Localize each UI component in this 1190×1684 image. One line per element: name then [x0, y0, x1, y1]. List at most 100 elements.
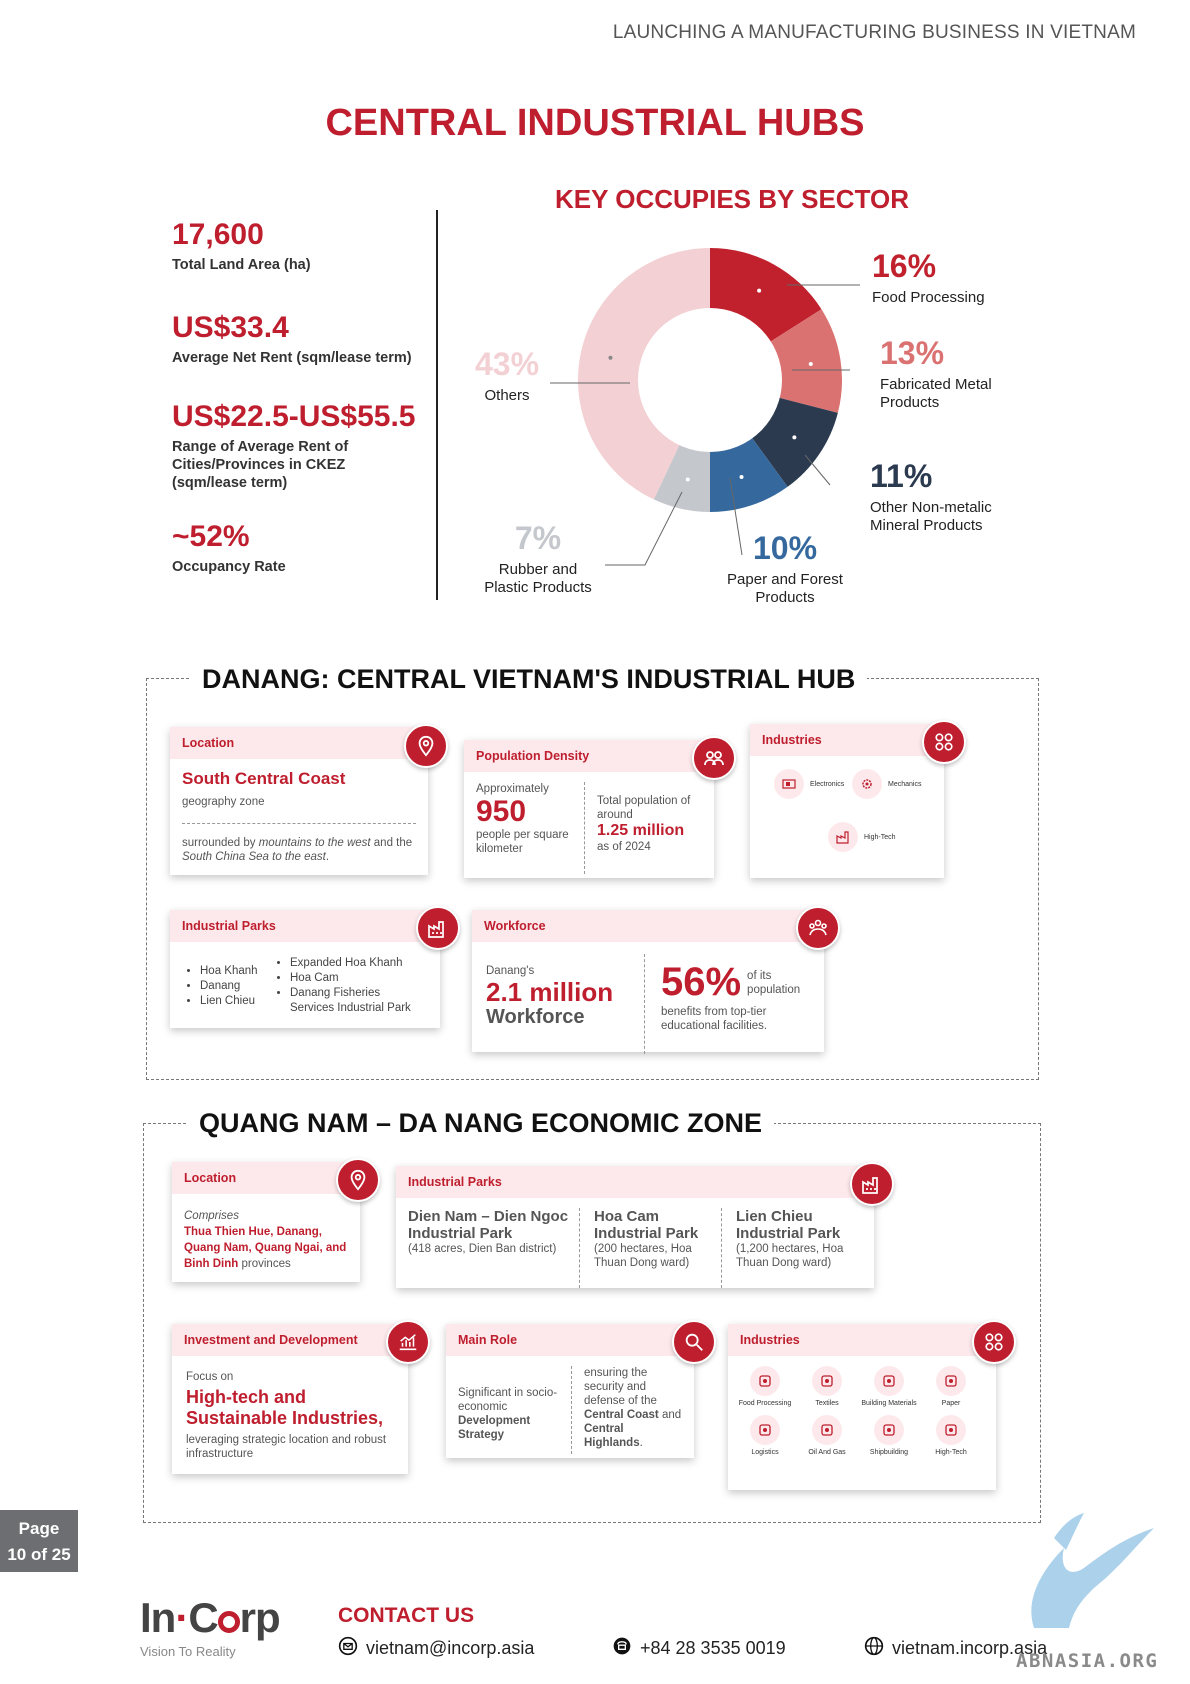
industry-label: Building Materials: [861, 1400, 917, 1407]
slice-label-others: 43% Others: [462, 346, 552, 405]
stat-value: 17,600: [172, 218, 264, 251]
location-sub: geography zone: [182, 796, 265, 808]
slice-label-rubber: 7% Rubber and Plastic Products: [478, 520, 598, 597]
industry-mechanics: Mechanics: [852, 769, 921, 799]
industry-icon: [936, 1366, 966, 1396]
industry-label: Food Processing: [738, 1400, 792, 1407]
logo-tagline: Vision To Reality: [140, 1644, 236, 1659]
danang-population-card: Population Density Approximately 950 peo…: [464, 740, 714, 878]
qndn-parks-card: Industrial Parks Dien Nam – Dien Ngoc In…: [396, 1166, 874, 1288]
industries-grid-icon: [922, 720, 966, 764]
card-heading: Main Role: [446, 1324, 694, 1356]
card-heading: Location: [172, 1162, 360, 1194]
workforce-note: benefits from top-tier educational facil…: [660, 1006, 768, 1032]
industries-grid: Food Processing Textiles Building Material…: [728, 1356, 996, 1456]
phone-text[interactable]: +84 28 3535 0019: [640, 1638, 786, 1658]
email-text[interactable]: vietnam@incorp.asia: [366, 1638, 535, 1658]
park-list-item: Lien Chieu: [200, 994, 278, 1009]
slice-name: Rubber and Plastic Products: [484, 561, 592, 596]
industry-icon: [936, 1415, 966, 1445]
industry-item: Paper: [920, 1366, 982, 1407]
logo-o-icon: [217, 1611, 240, 1633]
slice-label-non-metalic: 11% Other Non-metalic Mineral Products: [870, 458, 1020, 535]
globe-icon: [864, 1636, 884, 1661]
danang-industries-card: Industries Electronics Mechanics High-Te…: [750, 724, 944, 878]
chart-title: KEY OCCUPIES BY SECTOR: [555, 184, 909, 214]
population-total-value: 1.25 million: [597, 822, 685, 839]
danang-parks-card: Industrial Parks Hoa KhanhDanangLien Chi…: [170, 910, 440, 1028]
factory-icon: [828, 822, 858, 852]
location-pin-icon: [336, 1158, 380, 1202]
card-heading: Investment and Development: [172, 1324, 408, 1356]
industry-item: Food Processing: [734, 1366, 796, 1407]
slice-pct: 11%: [870, 458, 933, 494]
slice-name: Paper and Forest Products: [727, 571, 843, 606]
qndn-section-title: QUANG NAM – DA NANG ECONOMIC ZONE: [187, 1108, 775, 1139]
industry-icon: [812, 1415, 842, 1445]
population-total-post: as of 2024: [597, 841, 651, 853]
location-pin-icon: [404, 724, 448, 768]
contact-website[interactable]: vietnam.incorp.asia: [864, 1636, 1047, 1661]
slice-name: Other Non-metalic Mineral Products: [870, 499, 992, 534]
park-detail: (418 acres, Dien Ban district): [408, 1243, 557, 1255]
workforce-label: Workforce: [486, 1006, 585, 1028]
park-detail: (1,200 hectares, Hoa Thuan Dong ward): [736, 1243, 844, 1269]
stat-label: Occupancy Rate: [172, 559, 286, 575]
slice-pct: 7%: [514, 520, 562, 556]
stat-land-area: 17,600 Total Land Area (ha): [172, 218, 434, 274]
slice-marker-dot: [739, 475, 744, 480]
slice-name: Others: [484, 387, 530, 404]
slice-marker-dot: [757, 288, 762, 293]
park-detail: (200 hectares, Hoa Thuan Dong ward): [594, 1243, 692, 1269]
donut-chart: [578, 248, 842, 512]
industry-label: Oil And Gas: [808, 1449, 846, 1456]
slice-marker-dot: [792, 435, 797, 440]
danang-workforce-card: Workforce Danang's 2.1 million Workforce…: [472, 910, 824, 1054]
industry-icon: [812, 1366, 842, 1396]
slice-marker-dot: [808, 362, 813, 367]
danang-section-title: DANANG: CENTRAL VIETNAM'S INDUSTRIAL HUB: [190, 664, 868, 695]
workforce-value: 2.1 million: [486, 977, 614, 1007]
population-total-pre: Total population of around: [597, 795, 691, 821]
building-icon: [850, 1162, 894, 1206]
workforce-pct-suffix: of its population: [747, 969, 801, 996]
contact-email[interactable]: vietnam@incorp.asia: [338, 1636, 534, 1661]
stat-occupancy: ~52% Occupancy Rate: [172, 520, 434, 576]
industry-item: Logistics: [734, 1415, 796, 1456]
qndn-industries-card: Industries Food Processing Textiles Buildi…: [728, 1324, 996, 1490]
slice-name: Fabricated Metal Products: [880, 376, 992, 411]
parks-list-right: Expanded Hoa KhanhHoa CamDanang Fisherie…: [278, 956, 423, 1016]
contact-phone[interactable]: +84 28 3535 0019: [612, 1636, 786, 1661]
parks-list-left: Hoa KhanhDanangLien Chieu: [188, 956, 278, 1016]
industry-label: Electronics: [810, 780, 845, 788]
workforce-pct: 56%: [660, 960, 742, 1004]
electronics-icon: [774, 769, 804, 799]
watermark-bird-logo: [1031, 1513, 1154, 1628]
industry-icon: [750, 1366, 780, 1396]
industries-grid-icon: [972, 1320, 1016, 1364]
card-heading: Industrial Parks: [170, 910, 440, 942]
location-pre: Comprises: [184, 1210, 239, 1222]
email-icon: [338, 1636, 358, 1661]
card-heading: Industries: [728, 1324, 996, 1356]
slice-pct: 10%: [752, 530, 818, 566]
page-label: Page: [18, 1519, 60, 1538]
divider-line: [436, 210, 438, 600]
card-heading: Industrial Parks: [396, 1166, 874, 1198]
card-heading: Workforce: [472, 910, 824, 942]
people-icon: [692, 736, 736, 780]
growth-chart-icon: [386, 1320, 430, 1364]
workforce-pre: Danang's: [486, 965, 535, 977]
phone-icon: [612, 1636, 632, 1661]
stat-rent-range: US$22.5-US$55.5 Range of Average Rent of…: [172, 400, 434, 492]
chart-leader-lines: [550, 284, 860, 566]
industry-electronics: Electronics: [774, 769, 844, 799]
investment-focus: High-tech and Sustainable Industries,: [186, 1387, 384, 1428]
slice-pct: 16%: [872, 248, 937, 284]
website-text[interactable]: vietnam.incorp.asia: [892, 1638, 1048, 1658]
gear-icon: [852, 769, 882, 799]
stat-value: ~52%: [172, 520, 250, 553]
slice-pct: 43%: [474, 346, 540, 382]
slice-label-paper: 10% Paper and Forest Products: [720, 530, 850, 607]
population-pre: Approximately: [476, 783, 549, 795]
